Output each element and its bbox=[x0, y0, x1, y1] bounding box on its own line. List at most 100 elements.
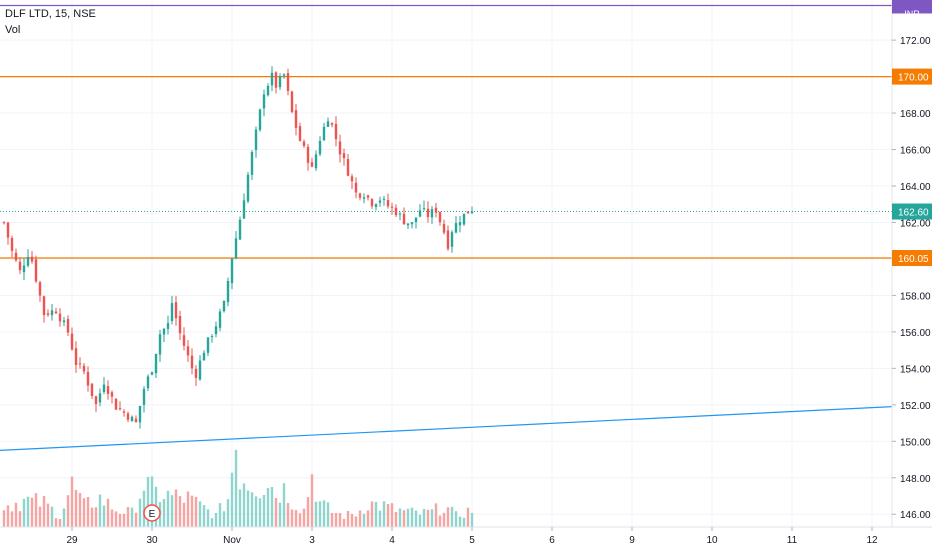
volume-bar bbox=[194, 496, 198, 527]
volume-bar bbox=[26, 496, 30, 527]
time-tick-label: 30 bbox=[146, 535, 158, 546]
volume-bar bbox=[366, 510, 370, 527]
candle-body bbox=[370, 199, 374, 207]
candle-body bbox=[50, 310, 54, 316]
volume-bar bbox=[306, 497, 310, 527]
currency-label[interactable]: INR bbox=[904, 9, 920, 19]
volume-bar bbox=[334, 513, 338, 527]
volume-bar bbox=[242, 483, 246, 527]
candle-body bbox=[142, 388, 146, 405]
candle-body bbox=[418, 210, 422, 217]
candle-body bbox=[150, 372, 154, 375]
horizontal-levels[interactable] bbox=[0, 4, 893, 452]
volume-bar bbox=[394, 511, 398, 527]
volume-bar bbox=[286, 503, 290, 527]
candle-body bbox=[378, 200, 382, 203]
volume-bar bbox=[206, 509, 210, 527]
volume-bar bbox=[66, 495, 70, 527]
volume-bar bbox=[142, 490, 146, 527]
symbol-title[interactable]: DLF LTD, 15, NSE bbox=[5, 8, 96, 20]
candle-body bbox=[214, 326, 218, 335]
candle-body bbox=[258, 109, 262, 130]
volume-bar bbox=[362, 513, 366, 527]
candle-body bbox=[302, 141, 306, 146]
volume-bar bbox=[462, 517, 466, 527]
volume-bar bbox=[130, 507, 134, 527]
candle-body bbox=[374, 204, 378, 208]
currency-tag-bg-bg bbox=[892, 0, 932, 14]
volume-bar bbox=[6, 505, 10, 527]
candle-body bbox=[202, 352, 206, 361]
event-markers[interactable]: E bbox=[143, 504, 161, 522]
candle-body bbox=[406, 223, 410, 226]
volume-bar bbox=[282, 483, 286, 527]
volume-bar bbox=[254, 496, 258, 527]
candle-body bbox=[74, 348, 78, 365]
volume-bar bbox=[34, 493, 38, 527]
candle-body bbox=[402, 213, 406, 225]
price-tick-label: 166.00 bbox=[900, 146, 931, 157]
volume-bar bbox=[14, 502, 18, 527]
volume-bar bbox=[350, 514, 354, 527]
volume-bar bbox=[18, 511, 22, 527]
candle-body bbox=[122, 411, 126, 413]
volume-bar bbox=[414, 510, 418, 527]
candle-body bbox=[38, 282, 42, 296]
candle-body bbox=[294, 110, 298, 128]
volume-bar bbox=[230, 472, 234, 527]
volume-bar bbox=[470, 512, 474, 527]
volume-bar bbox=[86, 497, 90, 527]
volume-bars bbox=[2, 449, 474, 527]
price-axis[interactable]: 146.00 148.00 150.00 152.00 154.00 156.00 158.… bbox=[891, 0, 932, 527]
candle-body bbox=[322, 126, 326, 141]
candle-body bbox=[310, 162, 314, 167]
volume-bar bbox=[378, 510, 382, 527]
volume-bar bbox=[274, 498, 278, 527]
volume-bar bbox=[110, 509, 114, 527]
volume-bar bbox=[314, 501, 318, 527]
candle-body bbox=[246, 174, 250, 202]
candle-body bbox=[138, 405, 142, 423]
candle-body bbox=[130, 416, 134, 422]
volume-bar bbox=[294, 509, 298, 527]
time-axis[interactable]: 29 30 Nov 3 4 5 6 9 10 11 12 bbox=[0, 526, 932, 546]
level-price-label-bg bbox=[892, 68, 932, 85]
candle-body bbox=[362, 197, 366, 199]
volume-bar bbox=[74, 489, 78, 527]
volume-bar bbox=[90, 507, 94, 527]
volume-bar bbox=[126, 506, 130, 527]
volume-label[interactable]: Vol bbox=[5, 24, 21, 36]
candle-body bbox=[454, 223, 458, 233]
price-tick-label: 152.00 bbox=[900, 401, 931, 412]
level-price-label: 160.05 bbox=[898, 254, 929, 265]
candle-body bbox=[354, 182, 358, 193]
volume-bar bbox=[178, 496, 182, 527]
time-tick-label: 9 bbox=[629, 535, 635, 546]
candle-body bbox=[34, 259, 38, 282]
last-price-label: 162.60 bbox=[898, 208, 929, 219]
price-tick-label: 148.00 bbox=[900, 474, 931, 485]
volume-bar bbox=[418, 514, 422, 527]
volume-bar bbox=[38, 506, 42, 527]
candle-body bbox=[442, 223, 446, 233]
candle-body bbox=[226, 280, 230, 303]
volume-bar bbox=[390, 503, 394, 527]
volume-bar bbox=[234, 449, 238, 527]
volume-bar bbox=[118, 513, 122, 527]
candle-body bbox=[238, 219, 242, 240]
volume-bar bbox=[162, 499, 166, 527]
candle-body bbox=[282, 74, 286, 76]
volume-bar bbox=[342, 518, 346, 527]
volume-bar bbox=[374, 501, 378, 527]
grid bbox=[0, 0, 892, 527]
volume-bar bbox=[62, 508, 66, 527]
volume-bar bbox=[174, 489, 178, 527]
earnings-event-marker[interactable]: E bbox=[143, 504, 161, 522]
volume-bar bbox=[266, 488, 270, 527]
time-tick-label: 12 bbox=[866, 535, 878, 546]
time-tick-label: 29 bbox=[66, 535, 78, 546]
volume-bar bbox=[98, 494, 102, 527]
candle-body bbox=[82, 365, 86, 372]
time-tick-label: 4 bbox=[389, 535, 395, 546]
